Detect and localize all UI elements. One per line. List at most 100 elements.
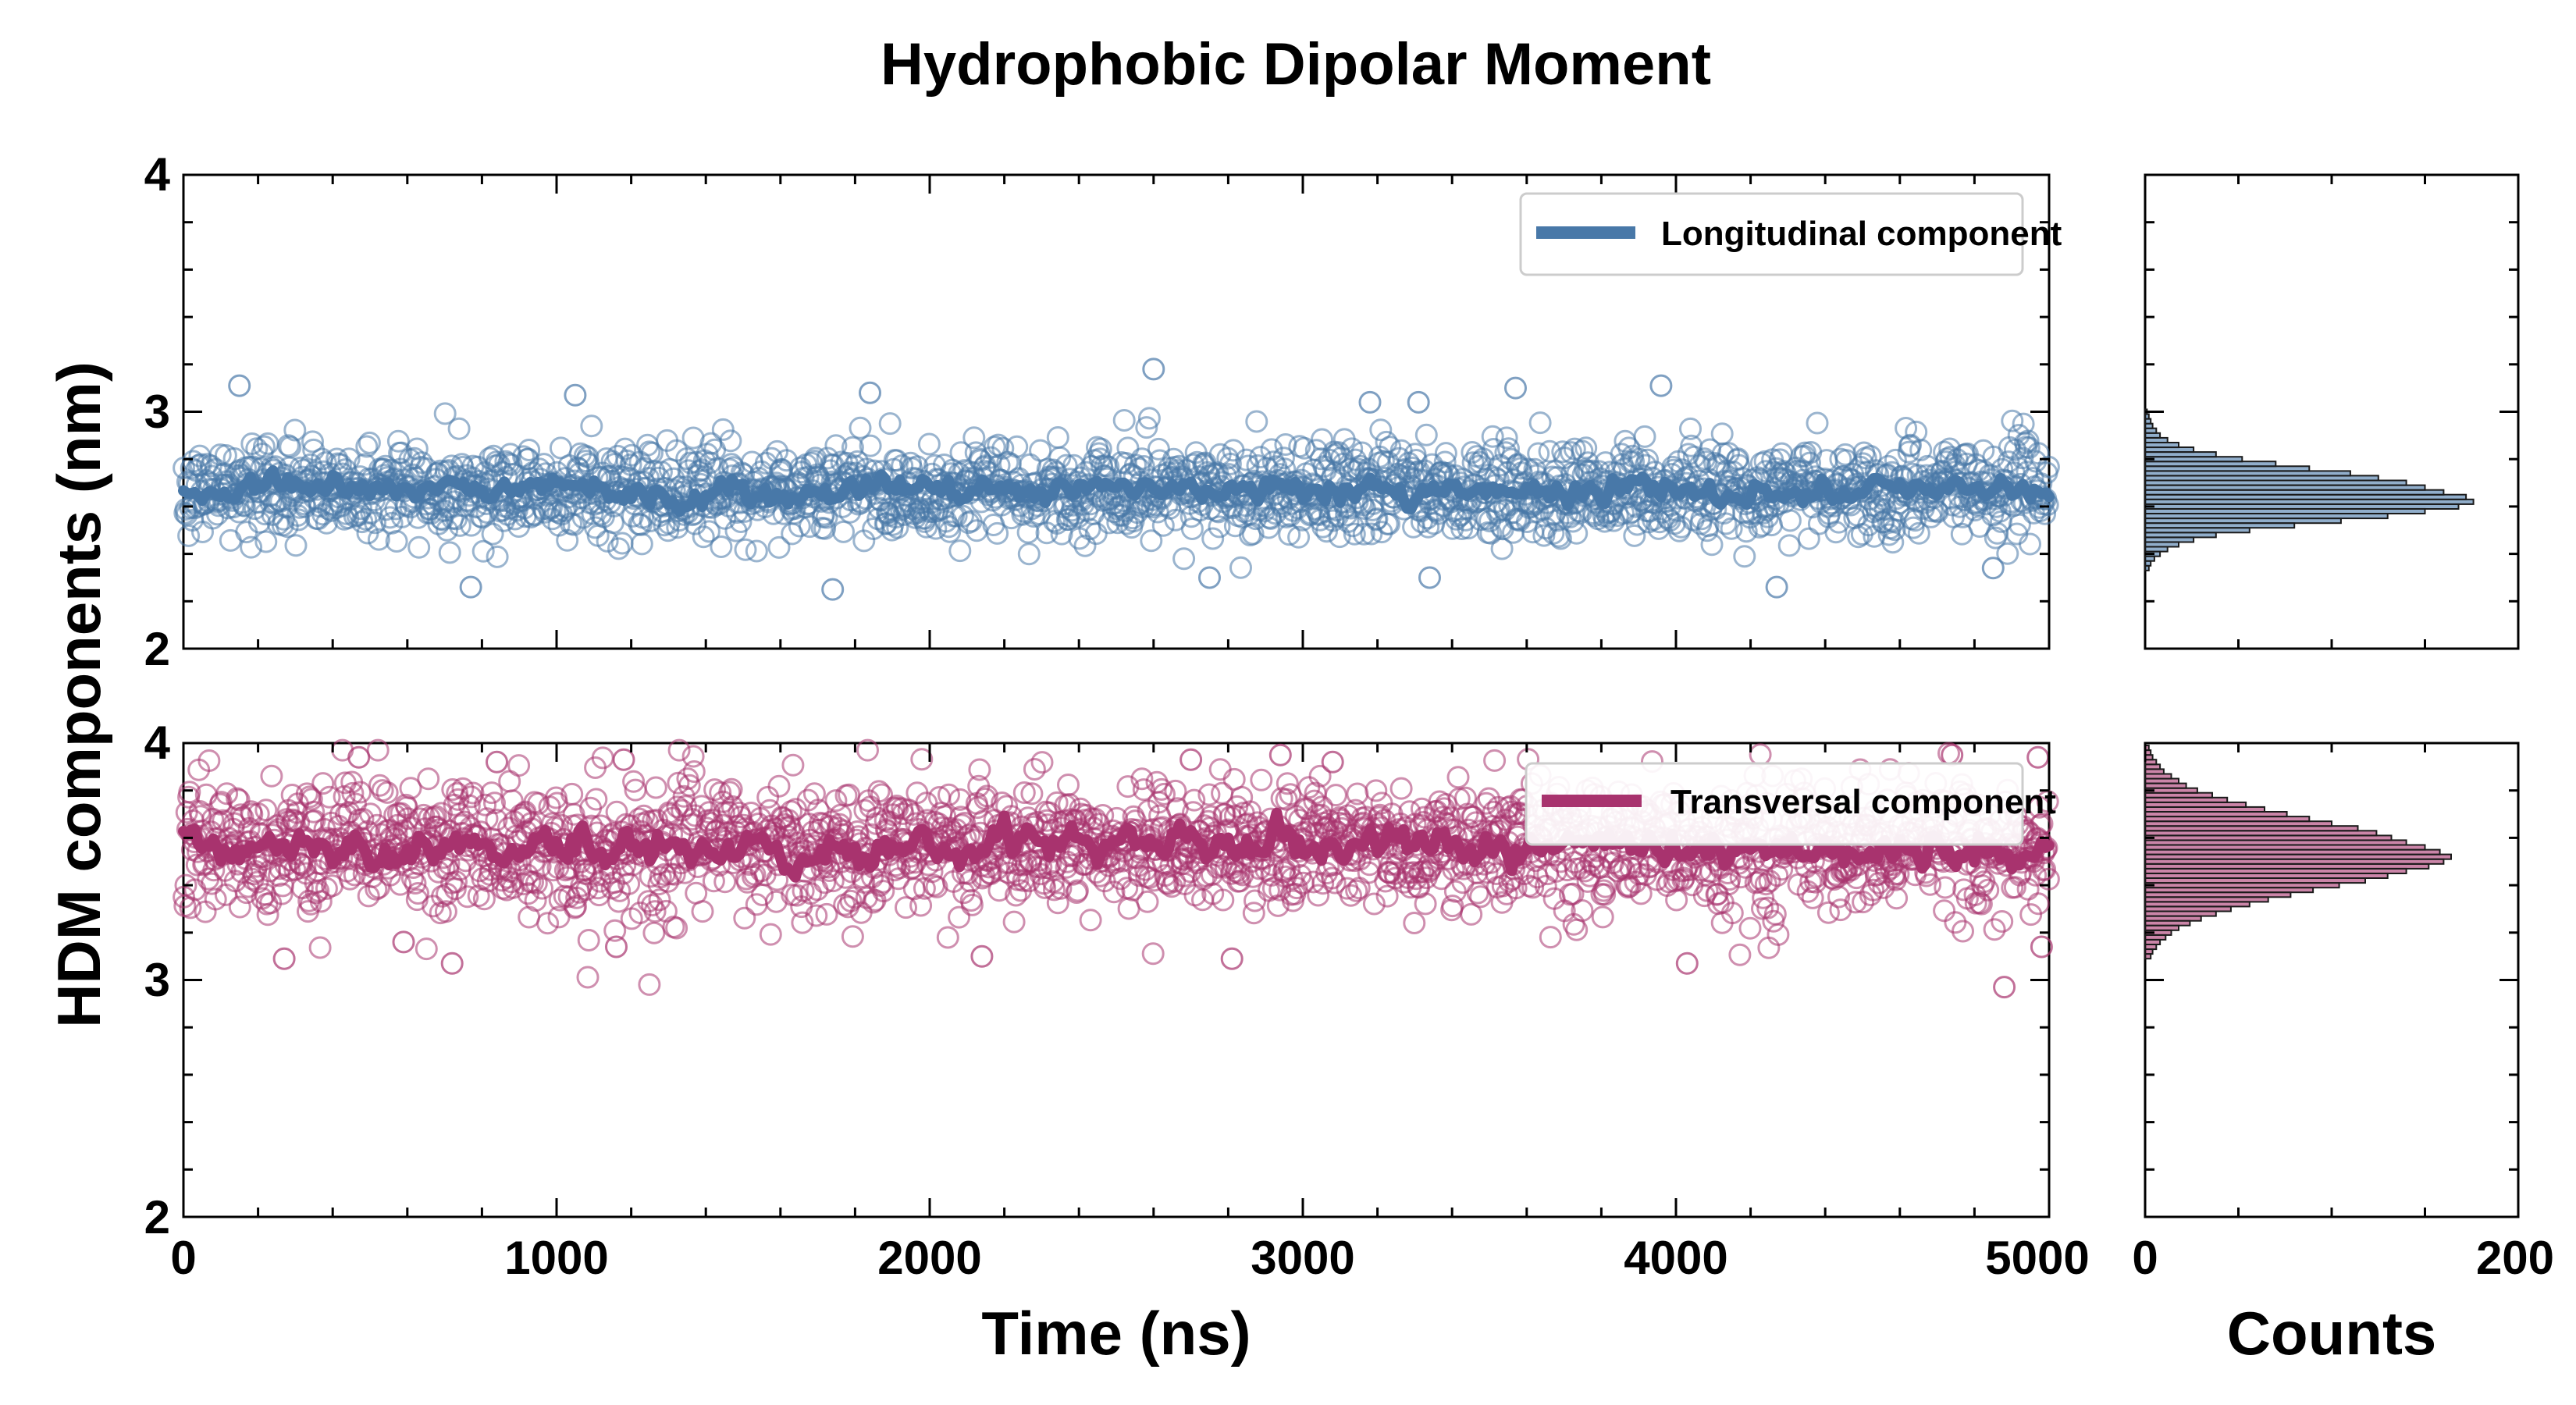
transversal-scatter-point <box>1969 892 1993 916</box>
transversal-scatter-point <box>349 781 372 804</box>
transversal-scatter-point <box>1036 813 1059 837</box>
transversal-scatter-point <box>603 919 627 942</box>
longitudinal-scatter-point <box>1115 452 1137 475</box>
top-hist-plot-area <box>2144 173 2520 650</box>
transversal-scatter-point <box>542 859 565 882</box>
longitudinal-scatter-point <box>1899 433 1922 457</box>
longitudinal-outlier-point <box>859 381 881 404</box>
transversal-scatter-point <box>294 855 317 878</box>
transversal-scatter-point <box>359 802 382 826</box>
transversal-scatter-point <box>1340 884 1362 907</box>
transversal-scatter-point <box>204 887 227 911</box>
transversal-scatter-point <box>1827 885 1850 909</box>
transversal-scatter-point <box>1130 767 1154 791</box>
transversal-scatter-point <box>1591 905 1614 929</box>
longitudinal-scatter-point <box>1727 454 1751 477</box>
longitudinal-scatter-point <box>355 435 379 458</box>
transversal-scatter-point <box>577 929 600 951</box>
longitudinal-scatter-point <box>1733 545 1756 568</box>
longitudinal-scatter-point <box>1245 410 1268 433</box>
transversal-scatter-point <box>457 794 481 817</box>
transversal-scatter-point <box>375 781 399 804</box>
transversal-scatter-point <box>485 809 508 831</box>
longitudinal-scatter-point <box>1343 522 1366 546</box>
longitudinal-scatter-point <box>447 417 471 440</box>
longitudinal-scatter-point <box>614 437 637 461</box>
longitudinal-scatter-point <box>364 511 387 535</box>
transversal-scatter-point <box>1728 943 1752 966</box>
transversal-scatter-point <box>528 855 552 878</box>
transversal-scatter-point <box>1483 749 1507 772</box>
transversal-scatter-point <box>1049 877 1073 900</box>
longitudinal-scatter-point <box>1481 425 1504 448</box>
transversal-scatter-point <box>200 872 223 895</box>
longitudinal-scatter-point <box>832 520 855 543</box>
transversal-scatter-point <box>871 870 895 894</box>
longitudinal-scatter-point <box>1952 505 1974 528</box>
transversal-scatter-point <box>1738 916 1762 940</box>
longitudinal-scatter-point <box>641 441 664 464</box>
transversal-scatter-point <box>367 876 390 899</box>
transversal-scatter-point <box>1829 898 1852 922</box>
transversal-scatter-point <box>1030 751 1054 774</box>
transversal-scatter-point <box>644 776 667 799</box>
transversal-scatter-point <box>483 791 506 815</box>
xtick-label-0: 0 <box>170 1232 196 1284</box>
transversal-scatter-point <box>1212 888 1235 912</box>
transversal-scatter-point <box>949 806 973 829</box>
longitudinal-scatter-point <box>1996 542 2019 565</box>
transversal-scatter-point <box>663 863 686 886</box>
longitudinal-scatter-point <box>1017 542 1041 566</box>
transversal-scatter-point <box>628 902 652 924</box>
longitudinal-scatter-point <box>556 528 579 552</box>
transversal-scatter-point <box>870 783 893 806</box>
longitudinal-scatter-point <box>1778 509 1802 532</box>
transversal-scatter-point <box>1375 884 1399 908</box>
transversal-scatter-point <box>1197 783 1221 806</box>
transversal-scatter-point <box>667 738 691 762</box>
longitudinal-outlier-point <box>564 383 587 407</box>
longitudinal-scatter-point <box>729 510 753 533</box>
transversal-scatter-point <box>525 872 548 895</box>
longitudinal-scatter-point <box>1633 425 1656 448</box>
longitudinal-scatter-point <box>986 521 1009 545</box>
transversal-scatter-point <box>824 789 848 813</box>
longitudinal-scatter-point <box>849 416 872 439</box>
longitudinal-scatter-point <box>1336 510 1360 533</box>
transversal-outlier-point <box>486 750 508 774</box>
longitudinal-scatter-point <box>1710 422 1734 446</box>
transversal-scatter-point <box>536 912 560 935</box>
longitudinal-scatter-point <box>1985 495 2008 518</box>
bottom-legend-box <box>1525 762 2024 846</box>
transversal-scatter-point <box>938 783 960 806</box>
transversal-scatter-point <box>2030 812 2054 835</box>
transversal-scatter-point <box>1362 892 1386 916</box>
transversal-scatter-point <box>1441 895 1464 918</box>
transversal-scatter-point <box>1839 859 1863 882</box>
transversal-scatter-point <box>1307 884 1330 907</box>
transversal-scatter-point <box>1127 864 1151 887</box>
transversal-scatter-point <box>1720 902 1744 925</box>
longitudinal-scatter-point <box>1140 529 1163 553</box>
transversal-scatter-point <box>474 793 497 816</box>
longitudinal-scatter-point <box>1714 512 1738 535</box>
longitudinal-scatter-point <box>1872 510 1895 534</box>
transversal-scatter-point <box>853 799 877 822</box>
transversal-scatter-point <box>299 892 322 916</box>
transversal-mean-line <box>178 807 2055 883</box>
longitudinal-scatter-point <box>500 453 523 476</box>
transversal-scatter-point <box>480 781 503 805</box>
longitudinal-scatter-point <box>1700 533 1724 557</box>
longitudinal-scatter-point <box>1352 522 1375 546</box>
longitudinal-scatter-point <box>886 516 909 539</box>
transversal-scatter-point <box>1991 910 2014 933</box>
transversal-outlier-point <box>1179 748 1203 771</box>
longitudinal-outlier-point <box>821 578 845 601</box>
longitudinal-scatter-point <box>1048 446 1072 469</box>
transversal-scatter-point <box>1364 779 1388 802</box>
transversal-scatter-point <box>622 770 646 793</box>
longitudinal-scatter-point <box>1208 515 1231 539</box>
transversal-scatter-point <box>856 738 879 762</box>
longitudinal-scatter-point <box>1797 527 1820 550</box>
top-ytick-label-3: 3 <box>144 386 170 438</box>
